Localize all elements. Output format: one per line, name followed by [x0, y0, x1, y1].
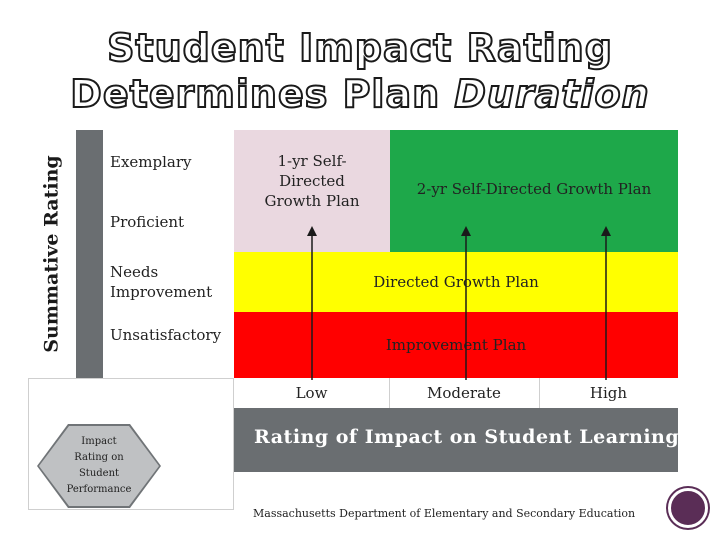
cell-two-year-plan: 2-yr Self-Directed Growth Plan — [390, 130, 678, 252]
two-year-plan-label: 2-yr Self-Directed Growth Plan — [416, 180, 652, 198]
cell-improvement-plan: Improvement Plan — [234, 312, 678, 378]
x-level-low: Low — [295, 384, 328, 402]
directed-plan-label: Directed Growth Plan — [373, 273, 539, 291]
page-subtitle: Determines Plan Duration — [0, 71, 720, 117]
x-level-high: High — [589, 384, 628, 402]
one-year-plan-label: 1-yr Self-Directed Growth Plan — [264, 152, 360, 210]
arrow-up-icon — [601, 226, 611, 380]
subtitle-main: Determines Plan — [69, 71, 455, 117]
x-divider — [389, 378, 390, 408]
arrow-up-icon — [307, 226, 317, 380]
hexagon-shape — [39, 426, 159, 506]
y-axis-label-panel: Summative Rating — [28, 130, 76, 378]
cell-directed-plan: Directed Growth Plan — [234, 252, 678, 312]
subtitle-italic: Duration — [453, 71, 650, 117]
x-level-moderate: Moderate — [427, 384, 501, 402]
circle-badge-icon — [668, 488, 708, 528]
arrow-up-icon — [461, 226, 471, 380]
x-axis-label: Rating of Impact on Student Learning — [254, 426, 680, 448]
row-label-unsatisfactory: Unsatisfactory — [110, 326, 222, 344]
hexagon-label: Impact Rating on Student Performance — [66, 436, 132, 495]
row-label-proficient: Proficient — [110, 213, 185, 231]
improvement-plan-label: Improvement Plan — [385, 336, 527, 354]
footer-source: Massachusetts Department of Elementary a… — [253, 507, 636, 520]
x-axis-band — [234, 408, 678, 472]
row-label-exemplary: Exemplary — [110, 153, 192, 171]
page-title: Student Impact Rating — [106, 25, 613, 71]
row-label-needs-improvement: Needs Improvement — [110, 263, 213, 301]
x-divider — [539, 378, 540, 408]
legend-box — [28, 378, 234, 510]
